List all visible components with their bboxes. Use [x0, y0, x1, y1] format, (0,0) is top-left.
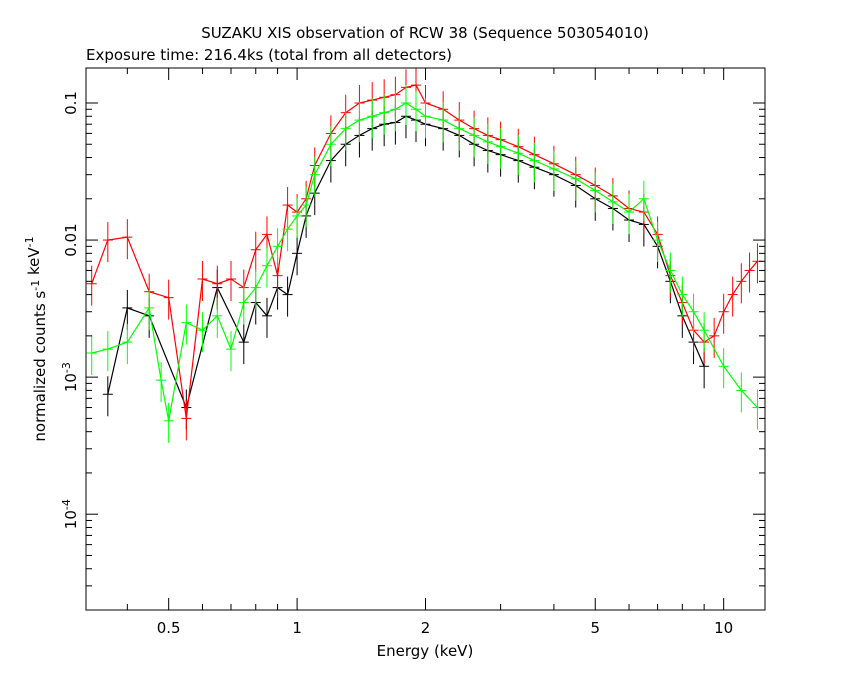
x-tick-label: 0.5 [157, 619, 181, 637]
plot-frame [85, 67, 766, 611]
series-line [91, 102, 758, 421]
y-tick-label: 0.01 [62, 223, 80, 256]
series-line [91, 84, 758, 419]
x-tick-label: 5 [590, 619, 600, 637]
y-tick-label: 0.1 [62, 91, 80, 115]
x-tick-label: 10 [714, 619, 733, 637]
series-line [107, 115, 705, 410]
x-tick-label: 1 [292, 619, 302, 637]
x-tick-label: 2 [421, 619, 431, 637]
tick-layer: 0.5 1 2 5 10 0.1 0.01 10-3 10-4 [60, 68, 765, 637]
chart-title: SUZAKU XIS observation of RCW 38 (Sequen… [201, 24, 649, 42]
chart-subtitle: Exposure time: 216.4ks (total from all d… [86, 46, 452, 64]
y-tick-label: 10-4 [60, 499, 80, 529]
y-tick-label: 10-3 [60, 362, 80, 392]
series-2 [86, 84, 763, 443]
y-axis-label: normalized counts s-1 keV-1 [23, 236, 49, 441]
series-0 [102, 98, 710, 430]
data-layer [86, 68, 763, 443]
x-axis-label: Energy (keV) [377, 642, 474, 660]
